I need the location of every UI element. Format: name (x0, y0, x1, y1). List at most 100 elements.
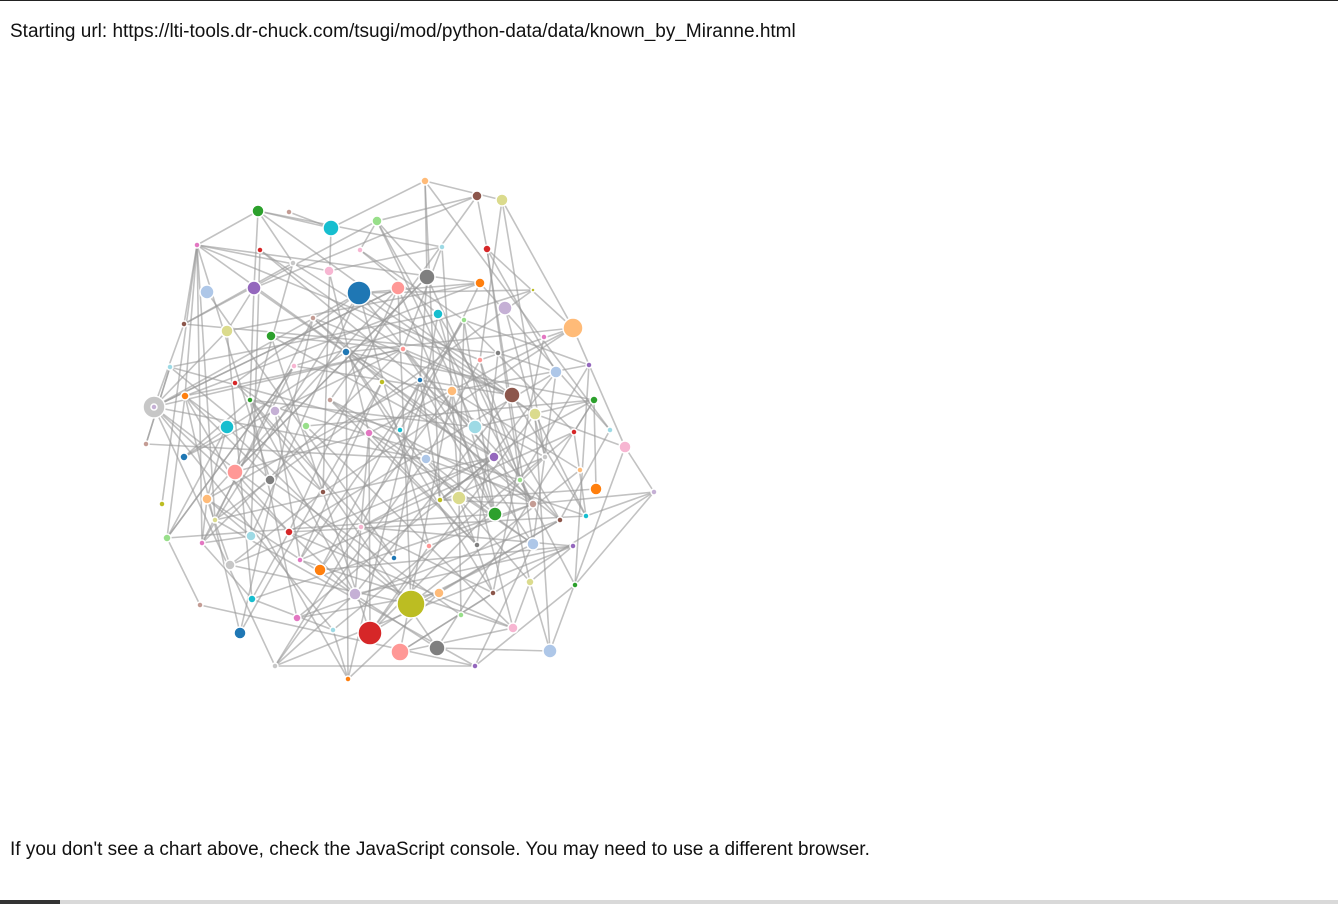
graph-node[interactable] (269, 405, 281, 417)
graph-node[interactable] (348, 587, 362, 601)
graph-node[interactable] (542, 643, 558, 659)
graph-node[interactable] (494, 349, 502, 357)
graph-node[interactable] (313, 563, 327, 577)
graph-node[interactable] (540, 333, 548, 341)
graph-node[interactable] (589, 395, 599, 405)
graph-node[interactable] (256, 246, 264, 254)
network-graph-svg[interactable] (0, 150, 700, 710)
graph-node[interactable] (569, 542, 577, 550)
graph-node[interactable] (436, 496, 444, 504)
graph-node[interactable] (390, 554, 398, 562)
graph-node[interactable] (231, 379, 239, 387)
graph-node[interactable] (356, 246, 364, 254)
graph-node[interactable] (489, 589, 497, 597)
graph-node[interactable] (488, 451, 500, 463)
graph-node[interactable] (438, 243, 446, 251)
graph-node[interactable] (525, 577, 535, 587)
graph-node[interactable] (541, 453, 549, 461)
graph-node[interactable] (503, 386, 521, 404)
graph-node[interactable] (516, 476, 524, 484)
graph-node[interactable] (357, 523, 365, 531)
graph-node[interactable] (416, 376, 424, 384)
network-chart[interactable] (0, 150, 700, 710)
graph-node[interactable] (322, 219, 340, 237)
graph-node[interactable] (309, 314, 317, 322)
graph-node[interactable] (549, 365, 563, 379)
graph-node[interactable] (292, 613, 302, 623)
graph-node[interactable] (364, 428, 374, 438)
graph-node[interactable] (474, 277, 486, 289)
graph-node[interactable] (378, 378, 386, 386)
graph-node[interactable] (585, 361, 593, 369)
graph-node[interactable] (582, 512, 590, 520)
graph-node[interactable] (211, 516, 219, 524)
graph-node[interactable] (618, 440, 632, 454)
graph-node[interactable] (158, 500, 166, 508)
graph-node[interactable] (390, 642, 410, 662)
graph-node[interactable] (451, 490, 467, 506)
graph-node[interactable] (433, 587, 445, 599)
graph-node[interactable] (556, 516, 564, 524)
graph-node[interactable] (323, 265, 335, 277)
graph-node[interactable] (290, 362, 298, 370)
graph-node[interactable] (476, 356, 484, 364)
graph-node[interactable] (150, 403, 158, 411)
graph-node[interactable] (562, 317, 584, 339)
graph-node[interactable] (471, 662, 479, 670)
graph-node[interactable] (166, 363, 174, 371)
graph-node[interactable] (319, 488, 327, 496)
graph-node[interactable] (344, 675, 352, 683)
graph-node[interactable] (571, 581, 579, 589)
graph-node[interactable] (296, 556, 304, 564)
graph-node[interactable] (418, 268, 436, 286)
graph-node[interactable] (201, 493, 213, 505)
graph-node[interactable] (482, 244, 492, 254)
graph-node[interactable] (589, 482, 603, 496)
graph-node[interactable] (285, 208, 293, 216)
graph-node[interactable] (329, 626, 337, 634)
graph-node[interactable] (371, 215, 383, 227)
graph-node[interactable] (346, 280, 372, 306)
graph-node[interactable] (399, 345, 407, 353)
graph-node[interactable] (179, 452, 189, 462)
graph-node[interactable] (420, 176, 430, 186)
graph-node[interactable] (220, 324, 234, 338)
graph-node[interactable] (528, 499, 538, 509)
graph-node[interactable] (432, 308, 444, 320)
graph-node[interactable] (162, 533, 172, 543)
graph-node[interactable] (284, 527, 294, 537)
graph-node[interactable] (193, 241, 201, 249)
graph-node[interactable] (495, 193, 509, 207)
graph-node[interactable] (390, 280, 406, 296)
graph-node[interactable] (473, 541, 481, 549)
graph-node[interactable] (251, 204, 265, 218)
graph-node[interactable] (271, 662, 279, 670)
graph-node[interactable] (530, 287, 536, 293)
graph-node[interactable] (199, 284, 215, 300)
graph-node[interactable] (471, 190, 483, 202)
graph-node[interactable] (180, 391, 190, 401)
graph-node[interactable] (265, 330, 277, 342)
graph-node[interactable] (196, 601, 204, 609)
graph-node[interactable] (576, 466, 584, 474)
graph-node[interactable] (246, 280, 262, 296)
graph-node[interactable] (180, 320, 188, 328)
graph-node[interactable] (247, 594, 257, 604)
graph-node[interactable] (606, 426, 614, 434)
graph-node[interactable] (357, 620, 383, 646)
graph-node[interactable] (224, 559, 236, 571)
graph-node[interactable] (526, 537, 540, 551)
graph-node[interactable] (396, 426, 404, 434)
graph-node[interactable] (420, 453, 432, 465)
graph-node[interactable] (467, 419, 483, 435)
graph-node[interactable] (487, 506, 503, 522)
graph-node[interactable] (219, 419, 235, 435)
graph-node[interactable] (457, 611, 465, 619)
graph-node[interactable] (341, 347, 351, 357)
graph-node[interactable] (264, 474, 276, 486)
graph-node[interactable] (246, 396, 254, 404)
graph-node[interactable] (245, 530, 257, 542)
graph-node[interactable] (507, 622, 519, 634)
graph-node[interactable] (650, 488, 658, 496)
graph-node[interactable] (142, 440, 150, 448)
